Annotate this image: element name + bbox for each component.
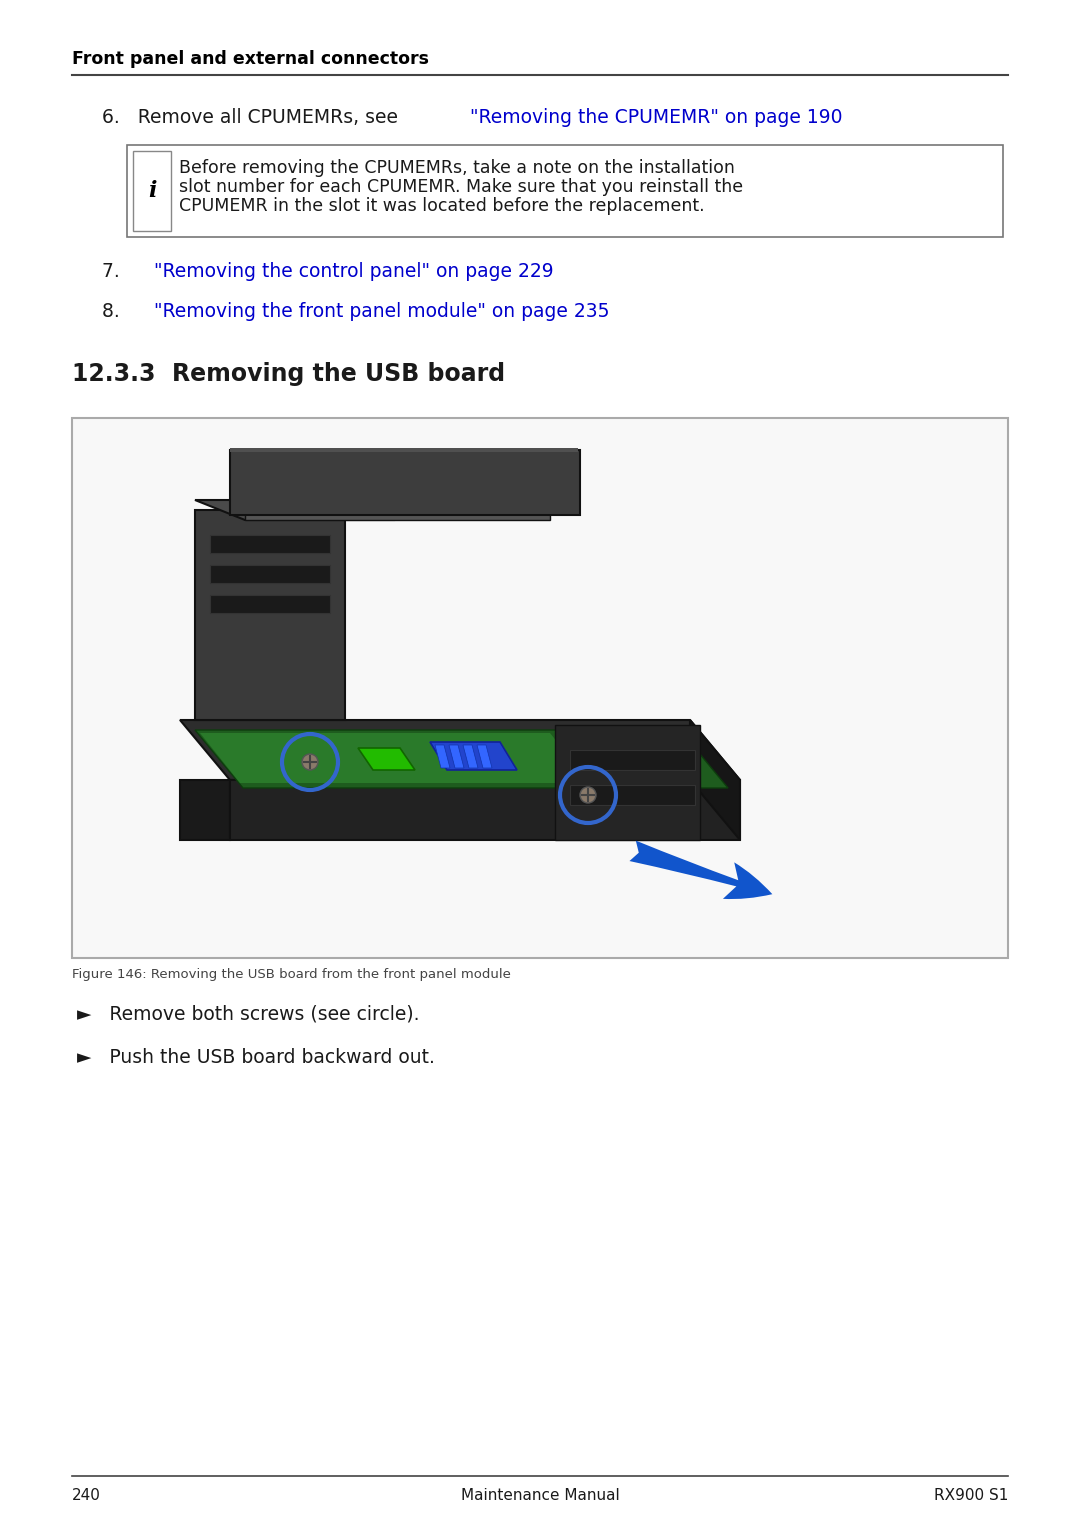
Polygon shape <box>210 595 330 613</box>
Bar <box>133 151 171 230</box>
Polygon shape <box>200 732 590 783</box>
Text: 7.: 7. <box>102 262 138 281</box>
Text: 6.   Remove all CPUMEMRs, see: 6. Remove all CPUMEMRs, see <box>102 108 404 127</box>
Polygon shape <box>195 729 728 787</box>
Text: 12.3.3  Removing the USB board: 12.3.3 Removing the USB board <box>72 362 505 386</box>
Polygon shape <box>357 748 415 771</box>
Bar <box>72 418 1008 958</box>
Polygon shape <box>230 450 580 514</box>
Polygon shape <box>435 745 450 768</box>
Bar <box>127 145 1003 237</box>
Text: slot number for each CPUMEMR. Make sure that you reinstall the: slot number for each CPUMEMR. Make sure … <box>179 179 743 195</box>
Polygon shape <box>477 745 492 768</box>
Polygon shape <box>230 449 578 452</box>
Polygon shape <box>690 720 740 839</box>
Polygon shape <box>210 536 330 552</box>
Text: "Removing the CPUMEMR" on page 190: "Removing the CPUMEMR" on page 190 <box>470 108 842 127</box>
Text: Before removing the CPUMEMRs, take a note on the installation: Before removing the CPUMEMRs, take a not… <box>179 159 734 177</box>
Text: RX900 S1: RX900 S1 <box>933 1488 1008 1503</box>
Polygon shape <box>570 784 696 806</box>
Text: ►   Remove both screws (see circle).: ► Remove both screws (see circle). <box>77 1006 419 1024</box>
Text: "Removing the front panel module" on page 235: "Removing the front panel module" on pag… <box>154 302 609 320</box>
Text: Figure 146: Removing the USB board from the front panel module: Figure 146: Removing the USB board from … <box>72 967 511 981</box>
Polygon shape <box>463 745 478 768</box>
Text: i: i <box>148 180 157 201</box>
Text: ►   Push the USB board backward out.: ► Push the USB board backward out. <box>77 1048 435 1067</box>
Polygon shape <box>195 510 345 720</box>
Text: 240: 240 <box>72 1488 100 1503</box>
Circle shape <box>580 787 596 803</box>
Polygon shape <box>195 501 395 520</box>
Polygon shape <box>449 745 464 768</box>
Polygon shape <box>230 780 740 839</box>
Text: CPUMEMR in the slot it was located before the replacement.: CPUMEMR in the slot it was located befor… <box>179 197 704 215</box>
Text: Front panel and external connectors: Front panel and external connectors <box>72 50 429 69</box>
Polygon shape <box>180 780 230 839</box>
Text: Maintenance Manual: Maintenance Manual <box>461 1488 619 1503</box>
Polygon shape <box>180 720 740 780</box>
Polygon shape <box>555 725 700 839</box>
Polygon shape <box>210 565 330 583</box>
Polygon shape <box>245 510 550 520</box>
Text: "Removing the control panel" on page 229: "Removing the control panel" on page 229 <box>154 262 554 281</box>
Circle shape <box>302 754 318 771</box>
Polygon shape <box>570 749 696 771</box>
Polygon shape <box>430 742 517 771</box>
Text: 8.: 8. <box>102 302 138 320</box>
